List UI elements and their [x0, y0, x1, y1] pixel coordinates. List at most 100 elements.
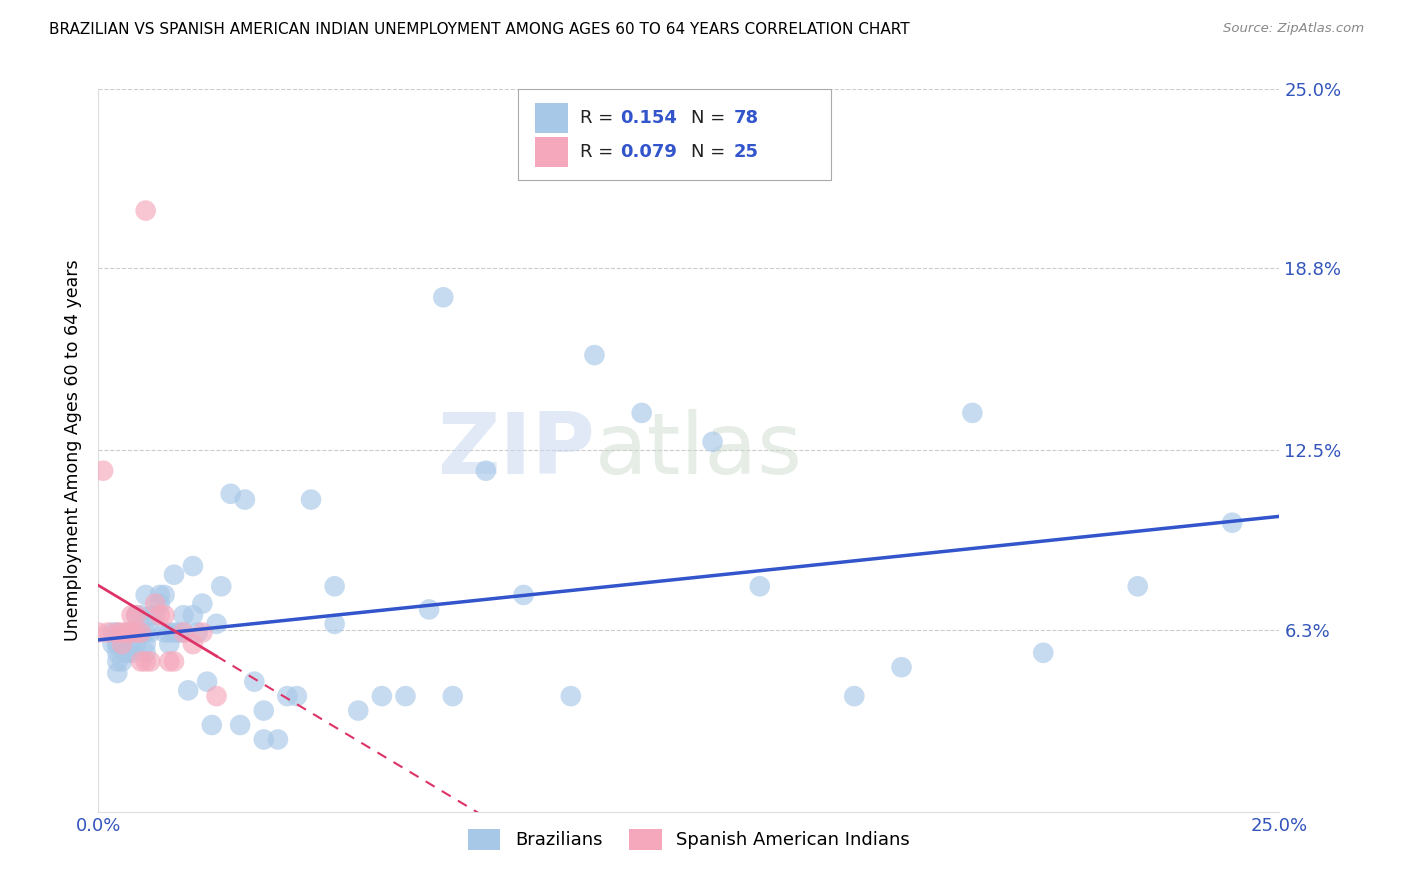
Text: N =: N = — [692, 109, 731, 127]
Point — [844, 689, 866, 703]
Point — [163, 567, 186, 582]
Point — [299, 492, 322, 507]
Point — [157, 637, 180, 651]
Point — [157, 625, 180, 640]
Point — [105, 637, 128, 651]
Text: 0.154: 0.154 — [620, 109, 678, 127]
Point — [253, 732, 276, 747]
Point — [276, 689, 298, 703]
Point — [163, 655, 186, 669]
Point — [172, 625, 194, 640]
Point — [153, 588, 176, 602]
Point — [121, 625, 143, 640]
Point — [432, 290, 454, 304]
Point — [1220, 516, 1243, 530]
Point — [201, 718, 224, 732]
Point — [181, 608, 204, 623]
Point — [135, 588, 157, 602]
Point — [105, 665, 128, 680]
Point — [121, 637, 143, 651]
Point — [101, 625, 124, 640]
Point — [125, 625, 148, 640]
Text: Source: ZipAtlas.com: Source: ZipAtlas.com — [1223, 22, 1364, 36]
Point — [87, 625, 110, 640]
Text: 78: 78 — [734, 109, 759, 127]
Point — [115, 625, 138, 640]
Point — [512, 588, 534, 602]
Point — [97, 625, 120, 640]
Text: atlas: atlas — [595, 409, 803, 492]
Point — [115, 625, 138, 640]
Point — [135, 203, 157, 218]
Text: ZIP: ZIP — [437, 409, 595, 492]
Point — [267, 732, 290, 747]
Point — [233, 492, 256, 507]
Point — [219, 487, 242, 501]
Point — [157, 655, 180, 669]
Point — [121, 608, 143, 623]
Point — [105, 655, 128, 669]
Point — [149, 588, 172, 602]
Bar — [536, 103, 568, 133]
Point — [105, 646, 128, 660]
Text: 0.079: 0.079 — [620, 143, 678, 161]
Point — [205, 689, 228, 703]
Point — [135, 655, 157, 669]
Point — [129, 625, 152, 640]
Point — [115, 646, 138, 660]
Point — [253, 704, 276, 718]
Legend: Brazilians, Spanish American Indians: Brazilians, Spanish American Indians — [461, 822, 917, 857]
Point — [105, 625, 128, 640]
Point — [143, 608, 166, 623]
Point — [111, 625, 134, 640]
Point — [101, 637, 124, 651]
Point — [181, 637, 204, 651]
Point — [371, 689, 394, 703]
Point — [702, 434, 724, 449]
Point — [229, 718, 252, 732]
Point — [115, 646, 138, 660]
Point — [172, 625, 194, 640]
Point — [181, 559, 204, 574]
Point — [153, 608, 176, 623]
Point — [111, 637, 134, 651]
Point — [962, 406, 984, 420]
FancyBboxPatch shape — [517, 89, 831, 179]
Point — [111, 637, 134, 651]
Text: BRAZILIAN VS SPANISH AMERICAN INDIAN UNEMPLOYMENT AMONG AGES 60 TO 64 YEARS CORR: BRAZILIAN VS SPANISH AMERICAN INDIAN UNE… — [49, 22, 910, 37]
Point — [177, 683, 200, 698]
Point — [135, 625, 157, 640]
Point — [418, 602, 440, 616]
Point — [475, 464, 498, 478]
Point — [630, 406, 652, 420]
Point — [1126, 579, 1149, 593]
Point — [187, 625, 209, 640]
Point — [105, 625, 128, 640]
Point — [191, 625, 214, 640]
Point — [111, 655, 134, 669]
Point — [149, 597, 172, 611]
Point — [323, 579, 346, 593]
Point — [153, 625, 176, 640]
Point — [121, 625, 143, 640]
Point — [167, 625, 190, 640]
Point — [125, 608, 148, 623]
Point — [243, 674, 266, 689]
Point — [135, 646, 157, 660]
Text: R =: R = — [581, 109, 619, 127]
Point — [441, 689, 464, 703]
Point — [323, 616, 346, 631]
Point — [105, 637, 128, 651]
Point — [163, 625, 186, 640]
Point — [135, 637, 157, 651]
Point — [560, 689, 582, 703]
Point — [91, 464, 114, 478]
Point — [129, 608, 152, 623]
Point — [195, 674, 218, 689]
Point — [121, 646, 143, 660]
Point — [125, 608, 148, 623]
Point — [149, 608, 172, 623]
Point — [129, 655, 152, 669]
Text: R =: R = — [581, 143, 619, 161]
Point — [191, 597, 214, 611]
